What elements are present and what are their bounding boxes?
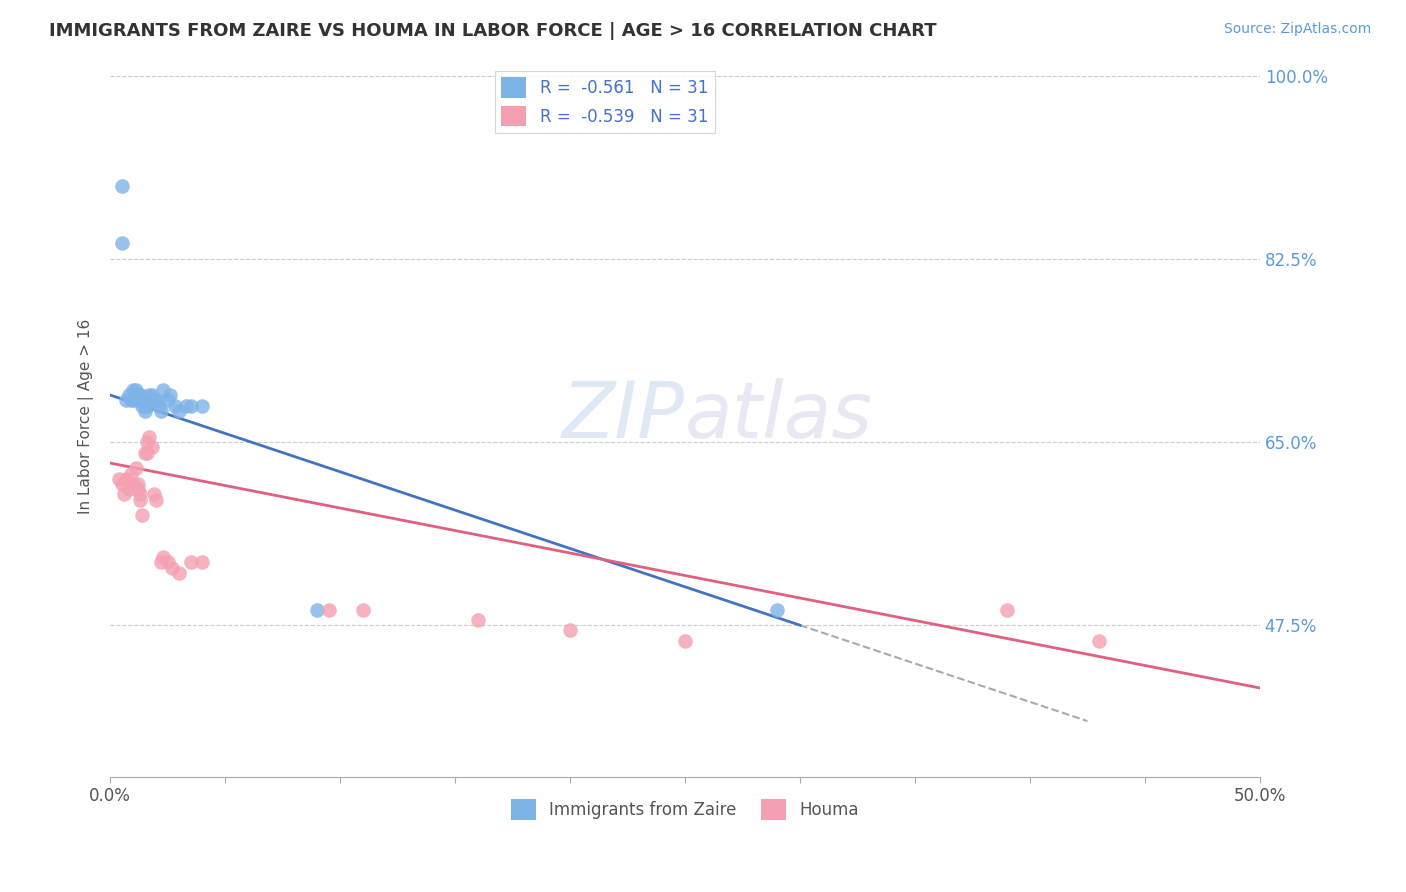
Point	[174, 399, 197, 413]
Point	[307, 602, 329, 616]
Point	[127, 393, 149, 408]
Point	[134, 404, 156, 418]
Point	[115, 393, 138, 408]
Text: IMMIGRANTS FROM ZAIRE VS HOUMA IN LABOR FORCE | AGE > 16 CORRELATION CHART: IMMIGRANTS FROM ZAIRE VS HOUMA IN LABOR …	[49, 22, 936, 40]
Point	[191, 399, 214, 413]
Point	[136, 435, 159, 450]
Point	[318, 602, 340, 616]
Point	[112, 487, 135, 501]
Point	[138, 430, 160, 444]
Point	[673, 633, 696, 648]
Point	[152, 383, 174, 397]
Point	[129, 388, 152, 402]
Point	[141, 441, 163, 455]
Point	[167, 404, 190, 418]
Point	[142, 393, 165, 408]
Text: Source: ZipAtlas.com: Source: ZipAtlas.com	[1223, 22, 1371, 37]
Point	[138, 388, 160, 402]
Point	[120, 393, 142, 408]
Point	[129, 388, 152, 402]
Point	[120, 467, 142, 481]
Point	[995, 602, 1018, 616]
Point	[180, 556, 202, 570]
Point	[148, 399, 170, 413]
Point	[111, 178, 134, 193]
Y-axis label: In Labor Force | Age > 16: In Labor Force | Age > 16	[79, 318, 94, 514]
Point	[1088, 633, 1111, 648]
Point	[156, 393, 179, 408]
Point	[167, 566, 190, 580]
Point	[149, 404, 172, 418]
Point	[141, 388, 163, 402]
Point	[108, 472, 131, 486]
Point	[129, 492, 152, 507]
Point	[180, 399, 202, 413]
Text: ZIP: ZIP	[562, 378, 685, 454]
Point	[149, 556, 172, 570]
Point	[162, 560, 184, 574]
Point	[122, 393, 145, 408]
Point	[191, 556, 214, 570]
Text: atlas: atlas	[685, 378, 873, 454]
Point	[122, 477, 145, 491]
Point	[131, 399, 153, 413]
Legend: Immigrants from Zaire, Houma: Immigrants from Zaire, Houma	[505, 793, 866, 826]
Point	[156, 556, 179, 570]
Point	[127, 477, 149, 491]
Point	[352, 602, 374, 616]
Point	[766, 602, 789, 616]
Point	[129, 487, 152, 501]
Point	[111, 477, 134, 491]
Point	[145, 393, 167, 408]
Point	[136, 399, 159, 413]
Point	[142, 487, 165, 501]
Point	[117, 482, 139, 496]
Point	[558, 624, 581, 638]
Point	[117, 388, 139, 402]
Point	[152, 550, 174, 565]
Point	[124, 383, 146, 397]
Point	[159, 388, 181, 402]
Point	[131, 508, 153, 523]
Point	[136, 445, 159, 459]
Point	[124, 461, 146, 475]
Point	[467, 613, 489, 627]
Point	[124, 388, 146, 402]
Point	[134, 399, 156, 413]
Point	[134, 445, 156, 459]
Point	[122, 383, 145, 397]
Point	[111, 236, 134, 251]
Point	[115, 472, 138, 486]
Point	[145, 492, 167, 507]
Point	[163, 399, 186, 413]
Point	[127, 482, 149, 496]
